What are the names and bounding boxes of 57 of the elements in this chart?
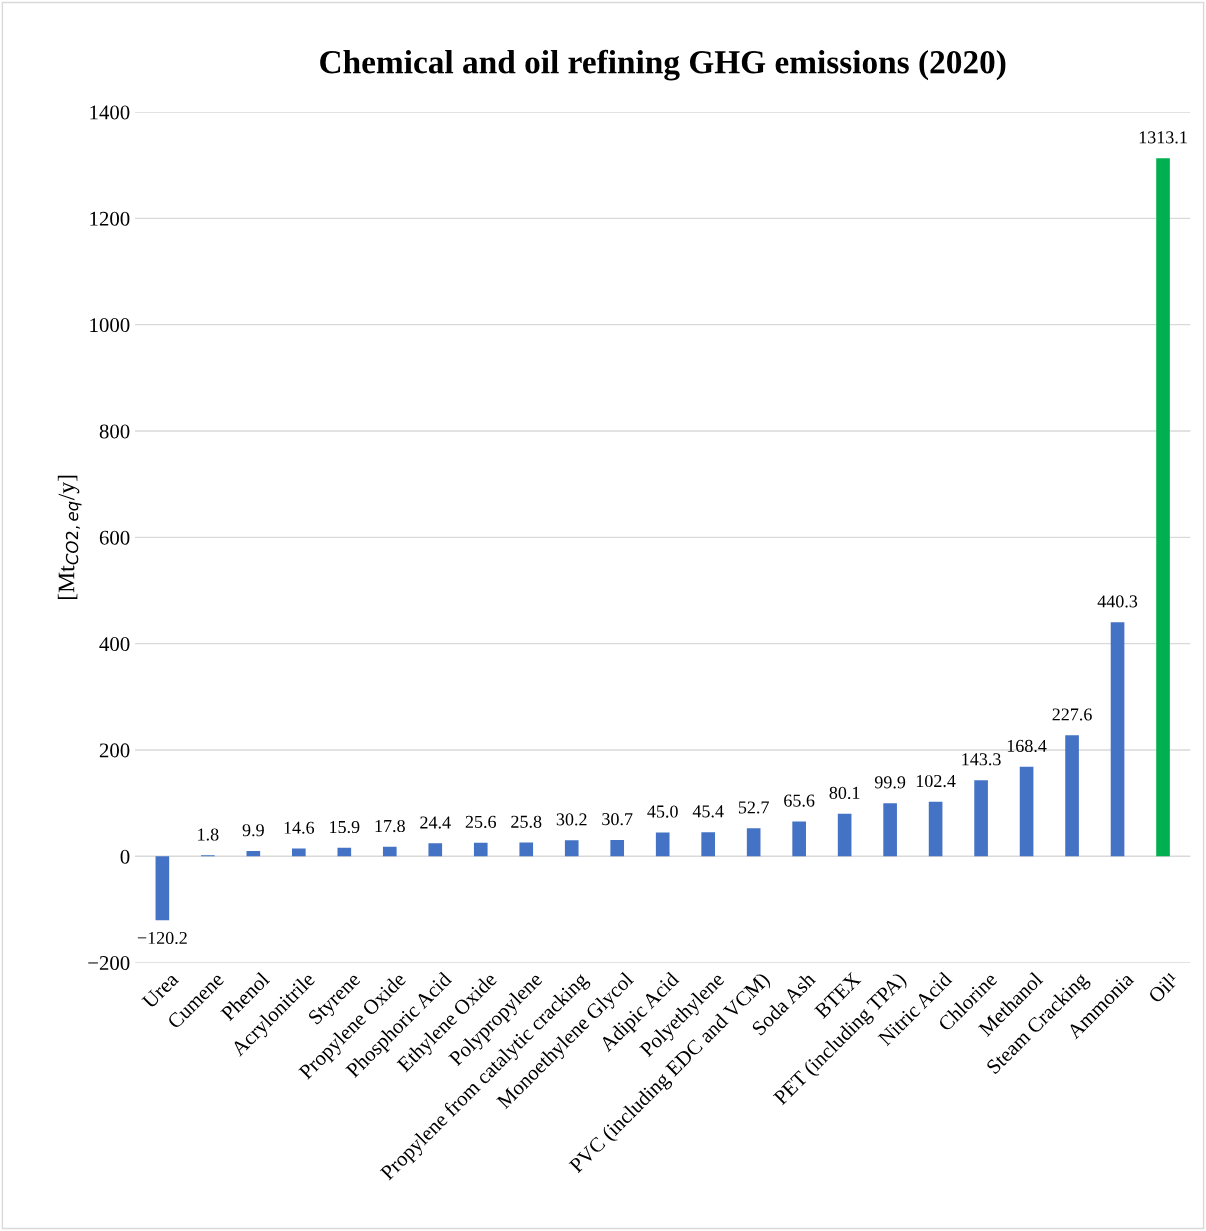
bar xyxy=(473,842,488,857)
y-tick-label: 1400 xyxy=(90,105,130,120)
data-label: 99.9 xyxy=(874,776,906,789)
y-tick-label: 200 xyxy=(99,743,130,758)
bar xyxy=(1110,622,1125,857)
data-label: 168.4 xyxy=(1007,739,1047,753)
data-label: 30.2 xyxy=(556,813,587,826)
data-label: 45.0 xyxy=(647,805,678,818)
bar xyxy=(883,803,897,857)
data-label: 65.6 xyxy=(784,794,815,807)
data-label: 30.7 xyxy=(602,813,633,826)
data-label: 1313.1 xyxy=(1139,131,1187,144)
bar xyxy=(837,813,852,857)
bar xyxy=(382,846,397,857)
bar xyxy=(519,842,534,857)
y-tick-label: 1200 xyxy=(90,211,130,226)
data-label: 440.3 xyxy=(1097,595,1138,608)
y-tick-label: 800 xyxy=(99,424,130,439)
chart-title: Chemical and oil refining GHG emissions (2020) xyxy=(320,49,1006,81)
data-label: 143.3 xyxy=(962,753,1001,766)
data-label: 45.4 xyxy=(692,805,724,818)
bar xyxy=(701,832,715,857)
data-label: −120.2 xyxy=(137,931,187,945)
data-label: 227.6 xyxy=(1052,708,1092,721)
bar xyxy=(655,832,670,857)
bar xyxy=(337,847,352,857)
bar xyxy=(246,851,261,857)
bar xyxy=(155,856,170,921)
bar xyxy=(291,848,306,857)
data-label: 25.6 xyxy=(465,815,497,828)
bar xyxy=(1019,766,1034,857)
data-label: 1.8 xyxy=(198,828,219,841)
bar xyxy=(792,821,806,857)
data-label: 14.6 xyxy=(284,821,315,834)
data-label: 102.4 xyxy=(916,774,956,788)
y-tick-label: 0 xyxy=(120,849,130,864)
data-label: 24.4 xyxy=(420,816,451,829)
bar xyxy=(610,839,625,857)
bar xyxy=(974,780,988,857)
x-tick-label: Oil¹ xyxy=(1147,971,1180,1004)
y-tick-label: 400 xyxy=(99,637,130,652)
data-label: 15.9 xyxy=(330,820,360,834)
bar xyxy=(928,801,943,857)
y-tick-label: 600 xyxy=(99,530,130,545)
data-label: 52.7 xyxy=(738,801,769,814)
data-label: 25.8 xyxy=(511,815,542,828)
y-axis-title: [Mt$_{CO2,eq}$/y] xyxy=(57,475,82,599)
bar xyxy=(564,840,579,857)
y-tick-label: 1000 xyxy=(90,318,130,333)
data-label: 9.9 xyxy=(242,824,264,837)
y-tick-label: −200 xyxy=(88,956,130,971)
bar xyxy=(428,843,443,857)
bar xyxy=(746,828,761,857)
bar xyxy=(1156,158,1170,857)
data-label: 80.1 xyxy=(829,786,860,800)
data-label: 17.8 xyxy=(375,819,405,833)
bar xyxy=(1065,735,1079,857)
